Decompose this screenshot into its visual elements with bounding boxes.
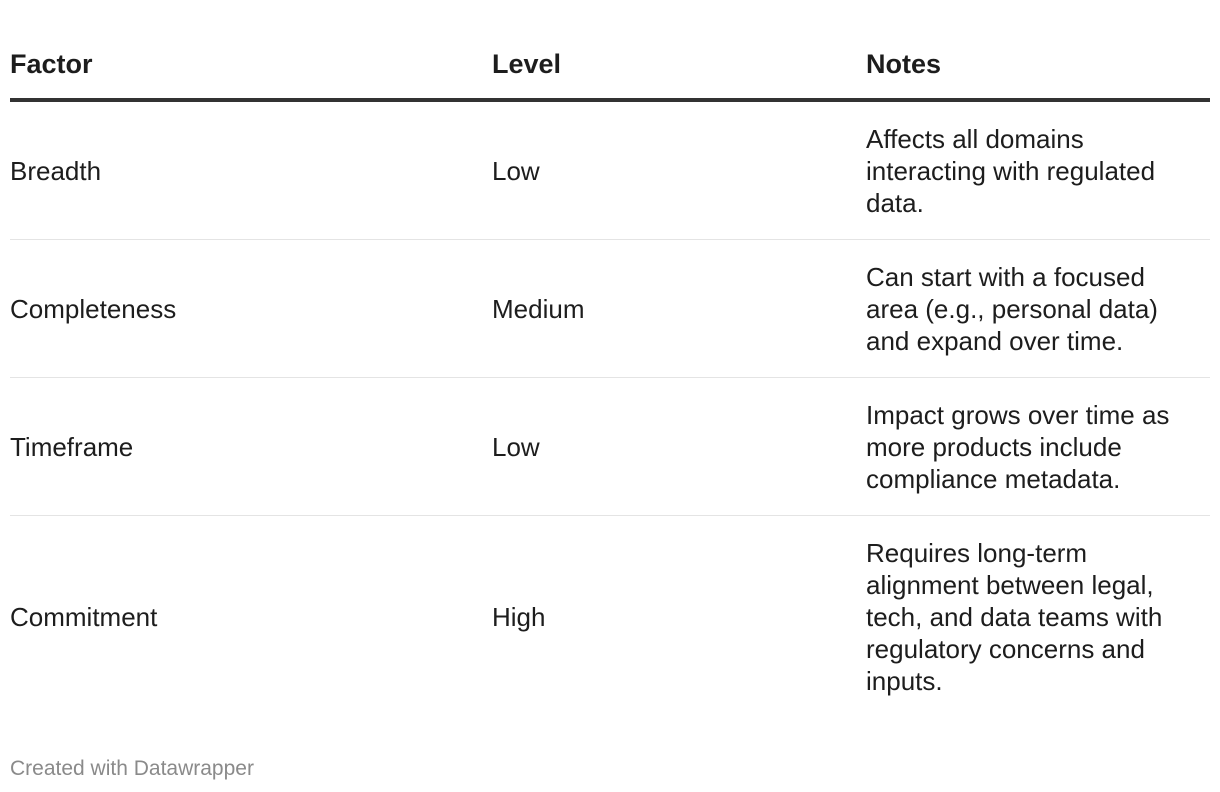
data-table: Factor Level Notes Breadth Low Affects a… (10, 30, 1210, 717)
data-table-container: Factor Level Notes Breadth Low Affects a… (10, 30, 1210, 717)
cell-level: Low (492, 377, 866, 516)
cell-level: High (492, 601, 546, 632)
table-row: Breadth Low Affects all domains interact… (10, 100, 1210, 240)
cell-factor: Breadth (10, 100, 492, 240)
table-row: Timeframe Low Impact grows over time as … (10, 377, 1210, 516)
cell-notes: Can start with a focused area (e.g., per… (866, 239, 1210, 378)
column-header-notes[interactable]: Notes (866, 30, 1210, 102)
cell-notes: Impact grows over time as more products … (866, 377, 1210, 516)
table-row: Commitment High Requires long-term align… (10, 516, 1210, 718)
table-row: Completeness Medium Can start with a foc… (10, 239, 1210, 378)
cell-notes: Requires long-term alignment between leg… (866, 537, 1163, 696)
cell-factor: Completeness (10, 239, 492, 378)
cell-factor: Timeframe (10, 377, 492, 516)
column-header-factor[interactable]: Factor (10, 30, 492, 102)
cell-level: Low (492, 100, 866, 240)
header-row: Factor Level Notes (10, 30, 1210, 102)
cell-level: Medium (492, 239, 866, 378)
table-header: Factor Level Notes (10, 30, 1210, 102)
cell-notes: Affects all domains interacting with reg… (866, 100, 1210, 240)
table-body: Breadth Low Affects all domains interact… (10, 100, 1210, 717)
footer-credit[interactable]: Created with Datawrapper (10, 757, 254, 780)
column-header-level[interactable]: Level (492, 30, 866, 102)
cell-factor: Commitment (10, 601, 158, 632)
